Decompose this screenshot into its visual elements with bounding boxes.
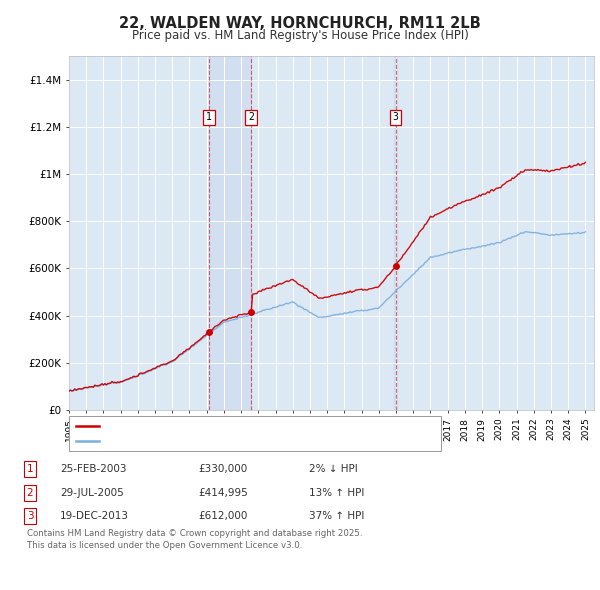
Text: Price paid vs. HM Land Registry's House Price Index (HPI): Price paid vs. HM Land Registry's House … [131, 29, 469, 42]
Text: 3: 3 [392, 113, 398, 122]
Text: 1: 1 [206, 113, 212, 122]
Text: £330,000: £330,000 [198, 464, 247, 474]
Text: This data is licensed under the Open Government Licence v3.0.: This data is licensed under the Open Gov… [27, 541, 302, 550]
Text: 19-DEC-2013: 19-DEC-2013 [60, 512, 129, 521]
Text: 29-JUL-2005: 29-JUL-2005 [60, 488, 124, 497]
Text: 13% ↑ HPI: 13% ↑ HPI [309, 488, 364, 497]
Text: 22, WALDEN WAY, HORNCHURCH, RM11 2LB: 22, WALDEN WAY, HORNCHURCH, RM11 2LB [119, 16, 481, 31]
Text: 2: 2 [248, 113, 254, 122]
Text: 22, WALDEN WAY, HORNCHURCH, RM11 2LB (detached house): 22, WALDEN WAY, HORNCHURCH, RM11 2LB (de… [105, 421, 418, 431]
Text: Contains HM Land Registry data © Crown copyright and database right 2025.: Contains HM Land Registry data © Crown c… [27, 529, 362, 538]
Text: 25-FEB-2003: 25-FEB-2003 [60, 464, 127, 474]
Text: 3: 3 [26, 512, 34, 521]
Text: 1: 1 [26, 464, 34, 474]
Bar [209, 56, 251, 410]
Text: HPI: Average price, detached house, Havering: HPI: Average price, detached house, Have… [105, 437, 335, 447]
Text: 37% ↑ HPI: 37% ↑ HPI [309, 512, 364, 521]
Text: £414,995: £414,995 [198, 488, 248, 497]
Bar [394, 56, 397, 410]
Text: £612,000: £612,000 [198, 512, 247, 521]
Text: 2% ↓ HPI: 2% ↓ HPI [309, 464, 358, 474]
Text: 2: 2 [26, 488, 34, 497]
